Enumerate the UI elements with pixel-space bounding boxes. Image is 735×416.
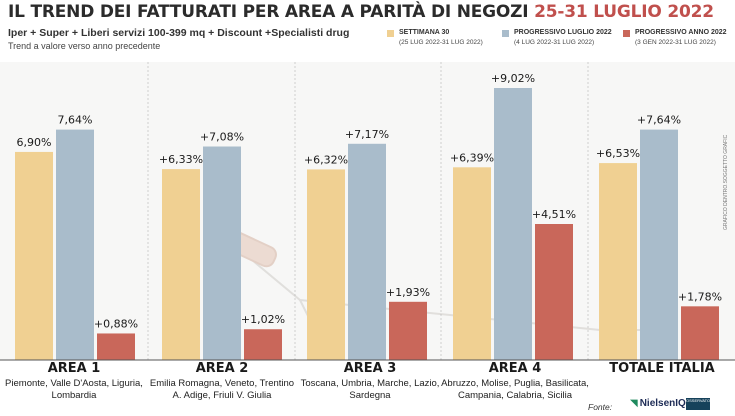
bar-value-label: +7,17% xyxy=(345,128,389,141)
bar-anno xyxy=(389,301,427,360)
bar-value-label: +6,32% xyxy=(304,153,348,166)
bar-luglio xyxy=(56,129,94,360)
bars xyxy=(15,88,719,360)
bar-value-label: +6,33% xyxy=(159,153,203,166)
region-desc-area-3: Toscana, Umbria, Marche, Lazio, Sardegna xyxy=(300,378,440,401)
legend-label-luglio: PROGRESSIVO LUGLIO 2022 xyxy=(514,29,612,36)
bar-value-label: 7,64% xyxy=(58,114,93,127)
bar-settimana xyxy=(453,167,491,360)
bar-settimana xyxy=(15,151,53,360)
bar-luglio xyxy=(203,146,241,360)
region-desc-area-2: Emilia Romagna, Veneto, Trentino A. Adig… xyxy=(149,378,295,401)
region-desc-area-4: Abruzzo, Molise, Puglia, Basilicata, Cam… xyxy=(441,378,589,401)
title-text: IL TREND DEI FATTURATI PER AREA A PARITÀ… xyxy=(8,2,529,22)
bar-anno xyxy=(97,333,135,360)
region-title-area-4: AREA 4 xyxy=(488,361,542,376)
nielseniq-logo-text: NielsenIQ xyxy=(639,398,686,409)
page-title: IL TREND DEI FATTURATI PER AREA A PARITÀ… xyxy=(8,2,714,22)
legend-range-luglio: (4 LUG 2022-31 LUG 2022) xyxy=(514,39,595,46)
legend-label-anno: PROGRESSIVO ANNO 2022 xyxy=(635,29,727,36)
bar-value-label: +4,51% xyxy=(532,208,576,221)
source-label: Fonte: xyxy=(588,402,613,412)
legend-swatch-settimana xyxy=(387,30,394,37)
bar-value-label: 6,90% xyxy=(17,136,52,149)
region-title-totale: TOTALE ITALIA xyxy=(609,361,715,376)
bar-labels: 6,90% 7,64% +0,88% +6,33% +7,08% +1,02% +6,32%… xyxy=(17,72,723,330)
region-title-area-1: AREA 1 xyxy=(47,361,101,376)
legend-range-settimana: (25 LUG 2022-31 LUG 2022) xyxy=(399,39,483,46)
bar-luglio xyxy=(348,143,386,360)
area-separators xyxy=(147,62,589,360)
osservatorio-logo: OSSERVATORIO xyxy=(686,398,710,410)
bar-value-label: +1,78% xyxy=(678,290,722,303)
bar-luglio xyxy=(494,88,532,360)
legend-swatch-luglio xyxy=(502,30,509,37)
chart-note: Trend a valore verso anno precedente xyxy=(8,41,161,51)
bar-settimana xyxy=(307,169,345,360)
bar-value-label: +0,88% xyxy=(94,317,138,330)
legend-swatch-anno xyxy=(623,30,630,37)
bar-luglio xyxy=(640,129,678,360)
bar-value-label: +1,02% xyxy=(241,313,285,326)
region-title-area-3: AREA 3 xyxy=(343,361,397,376)
bar-value-label: +7,08% xyxy=(200,131,244,144)
bar-value-label: +7,64% xyxy=(637,114,681,127)
graphic-credit: GRAFICO DENTRO.SOGGETTO GRAFIC xyxy=(723,134,729,230)
chart-subtitle: Iper + Super + Liberi servizi 100-399 mq… xyxy=(8,27,350,39)
legend-label-settimana: SETTIMANA 30 xyxy=(399,29,450,36)
title-period: 25-31 LUGLIO 2022 xyxy=(534,2,714,22)
nielseniq-mark-icon: ◥ xyxy=(630,398,638,409)
bar-anno xyxy=(535,224,573,360)
bar-value-label: +1,93% xyxy=(386,286,430,299)
bar-anno xyxy=(681,306,719,360)
bar-settimana xyxy=(599,163,637,360)
nielseniq-logo: ◥ NielsenIQ xyxy=(630,398,686,409)
bar-anno xyxy=(244,329,282,360)
bar-value-label: +6,39% xyxy=(450,151,494,164)
legend-range-anno: (3 GEN 2022-31 LUG 2022) xyxy=(635,39,716,46)
bar-settimana xyxy=(162,169,200,360)
bar-value-label: +9,02% xyxy=(491,72,535,85)
region-title-area-2: AREA 2 xyxy=(195,361,249,376)
bar-value-label: +6,53% xyxy=(596,147,640,160)
region-desc-area-1: Piemonte, Valle D'Aosta, Liguria, Lombar… xyxy=(5,378,143,401)
